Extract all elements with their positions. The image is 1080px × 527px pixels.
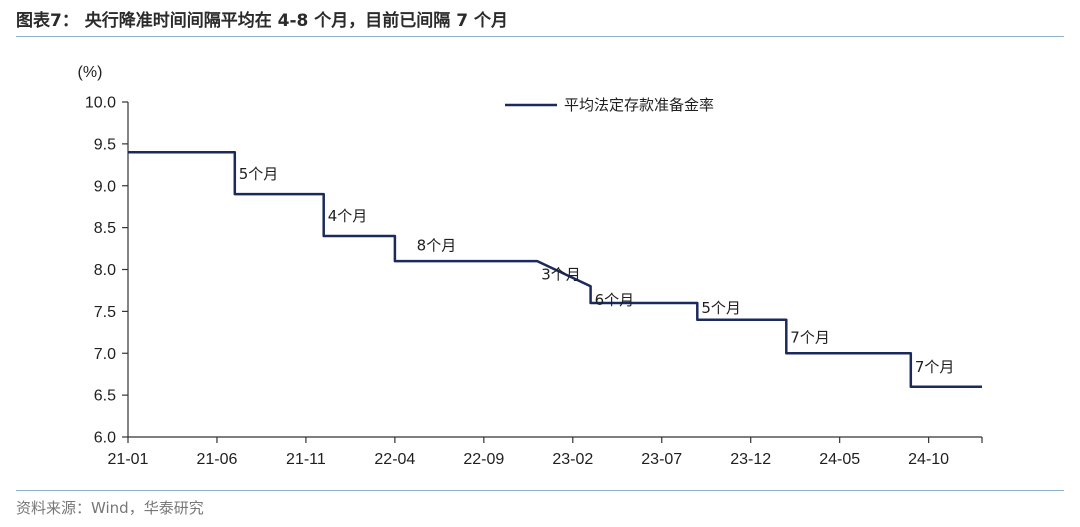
interval-annotation: 7个月 xyxy=(790,329,830,347)
chart-legend: 平均法定存款准备金率 xyxy=(505,96,714,114)
x-tick-label: 21-01 xyxy=(108,451,149,468)
y-tick-label: 8.0 xyxy=(94,262,116,279)
figure-title: 图表7： 央行降准时间间隔平均在 4-8 个月，目前已间隔 7 个月 xyxy=(16,11,508,31)
x-tick-label: 23-12 xyxy=(730,451,771,468)
source-divider xyxy=(16,490,1064,491)
y-tick-label: 7.0 xyxy=(94,346,116,363)
interval-annotation: 3个月 xyxy=(541,266,581,284)
x-tick-label: 21-06 xyxy=(196,451,237,468)
y-tick-label: 6.0 xyxy=(94,430,116,447)
title-divider xyxy=(16,36,1064,37)
y-tick-label: 6.5 xyxy=(94,388,116,405)
y-axis-unit-label: (%) xyxy=(78,64,103,81)
annotation-layer: 5个月 4个月 8个月 3个月 6个月 5个月 7个月 7个月 xyxy=(239,165,955,376)
series-layer xyxy=(128,150,982,389)
x-tick-label: 22-09 xyxy=(463,451,504,468)
interval-annotation: 8个月 xyxy=(417,236,457,254)
chart-axes: 6.0 6.5 7.0 7.5 8.0 8.5 9.0 9.5 10.0 21-01 21-06 21… xyxy=(85,95,983,468)
x-tick-label: 23-02 xyxy=(552,451,593,468)
legend-label: 平均法定存款准备金率 xyxy=(564,96,714,114)
x-tick-label: 23-07 xyxy=(641,451,682,468)
interval-annotation: 6个月 xyxy=(595,291,635,309)
x-tick-label: 21-11 xyxy=(286,451,326,468)
y-tick-label: 10.0 xyxy=(85,95,116,112)
y-tick-label: 9.5 xyxy=(94,136,116,153)
y-tick-label: 9.0 xyxy=(94,178,116,195)
interval-annotation: 4个月 xyxy=(328,207,368,225)
interval-annotation: 7个月 xyxy=(915,358,955,376)
y-tick-label: 8.5 xyxy=(94,220,116,237)
y-tick-label: 7.5 xyxy=(94,304,116,321)
x-tick-label: 24-10 xyxy=(908,451,949,468)
series-line xyxy=(128,150,982,389)
interval-annotation: 5个月 xyxy=(701,299,741,317)
source-note: 资料来源：Wind，华泰研究 xyxy=(16,499,204,517)
interval-annotation: 5个月 xyxy=(239,165,279,183)
x-tick-label: 24-05 xyxy=(819,451,860,468)
x-tick-label: 22-04 xyxy=(374,451,415,468)
